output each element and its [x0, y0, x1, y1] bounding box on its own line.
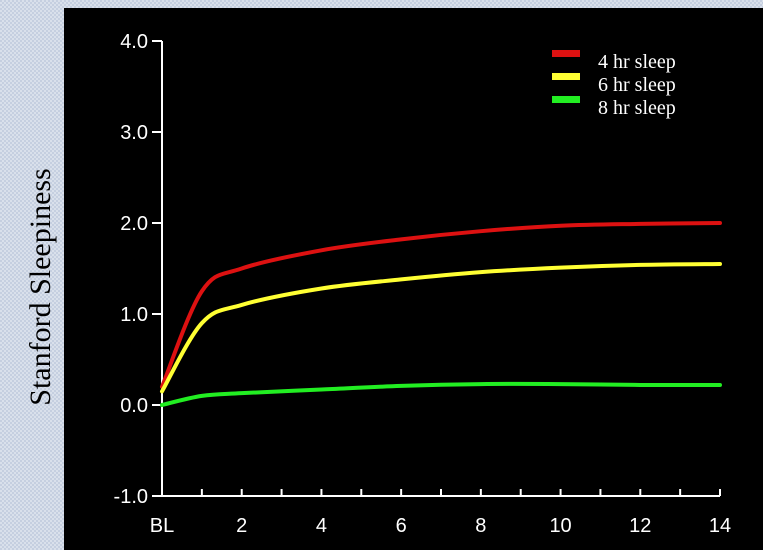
x-tick-label: 6 — [396, 515, 407, 537]
y-tick-label: 4.0 — [120, 31, 148, 53]
legend-swatch-4-hr-sleep — [552, 50, 580, 57]
series-line-4-hr-sleep — [160, 221, 722, 389]
y-tick-label: 2.0 — [120, 213, 148, 235]
y-axis-title-line1: Stanford Sleepiness — [24, 168, 57, 405]
axes: 4.0 3.0 2.0 1.0 0.0 -1.0BL 2 4 6 8 10 12 14 — [114, 31, 732, 537]
x-tick-label: 4 — [316, 515, 327, 537]
y-axis-label: Stanford Sleepiness Scale — [24, 168, 105, 452]
series-lines — [160, 221, 722, 407]
y-tick-label: 3.0 — [120, 122, 148, 144]
x-tick-label: 12 — [629, 515, 651, 537]
legend-label-6-hr-sleep: 6 hr sleep — [598, 74, 676, 96]
y-axis-title-line2: Scale — [72, 388, 105, 453]
series-line-8-hr-sleep — [160, 381, 722, 407]
legend-swatch-8-hr-sleep — [552, 96, 580, 103]
x-tick-label: BL — [150, 515, 174, 537]
y-tick-label: 0.0 — [120, 395, 148, 417]
series-line-6-hr-sleep — [160, 261, 722, 394]
y-tick-label: 1.0 — [120, 304, 148, 326]
x-tick-label: 2 — [236, 515, 247, 537]
x-tick-label: 10 — [549, 515, 571, 537]
legend-label-8-hr-sleep: 8 hr sleep — [598, 97, 676, 119]
legend-swatch-6-hr-sleep — [552, 73, 580, 80]
x-tick-label: 14 — [709, 515, 731, 537]
x-tick-label: 8 — [475, 515, 486, 537]
y-tick-label: -1.0 — [114, 486, 148, 508]
legend-label-4-hr-sleep: 4 hr sleep — [598, 51, 676, 73]
